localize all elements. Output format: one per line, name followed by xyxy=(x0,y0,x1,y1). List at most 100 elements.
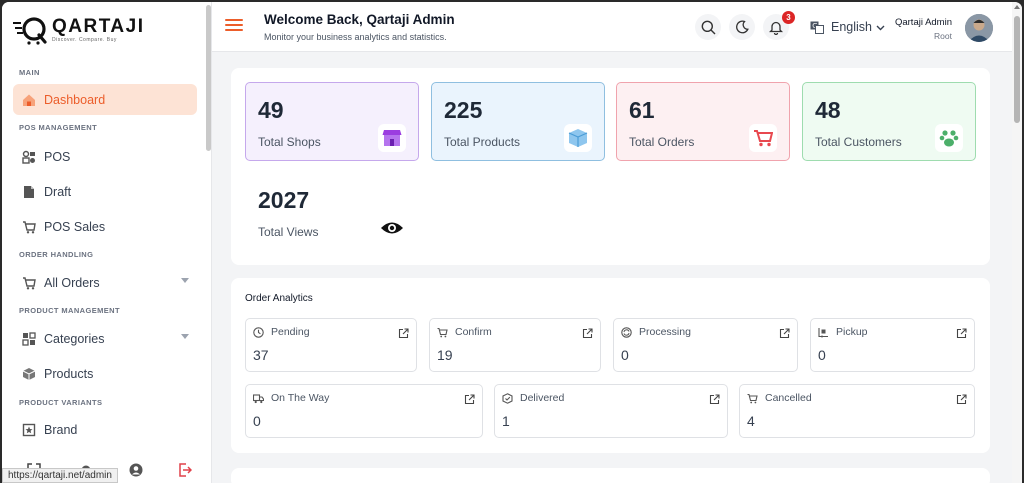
sidebar-scrollbar[interactable] xyxy=(206,5,211,151)
sidebar-item-label: Draft xyxy=(44,184,72,199)
sidebar-item-all-orders[interactable]: All Orders xyxy=(13,267,197,298)
shop-icon xyxy=(378,124,406,152)
status-value: 37 xyxy=(253,347,269,363)
sidebar: QARTAJI Discover. Compare. Buy MAIN Dash… xyxy=(2,2,212,483)
brand-name: QARTAJI xyxy=(52,16,145,37)
external-link-icon[interactable] xyxy=(779,326,790,339)
sidebar-item-draft[interactable]: Draft xyxy=(13,176,197,207)
pickup-icon xyxy=(818,327,829,338)
scroll-up-icon[interactable] xyxy=(1014,5,1020,9)
user-circle-icon[interactable] xyxy=(129,463,143,477)
sidebar-item-categories[interactable]: Categories xyxy=(13,323,197,354)
logo-cart-icon xyxy=(12,14,50,46)
external-link-icon[interactable] xyxy=(956,392,967,405)
brand-logo[interactable]: QARTAJI Discover. Compare. Buy xyxy=(12,12,144,48)
page-subtitle: Monitor your business analytics and stat… xyxy=(264,32,447,42)
page-scrollbar-thumb[interactable] xyxy=(1014,16,1020,123)
sidebar-item-products[interactable]: Products xyxy=(13,358,197,389)
stat-value: 2027 xyxy=(258,187,310,213)
external-link-icon[interactable] xyxy=(582,326,593,339)
external-link-icon[interactable] xyxy=(956,326,967,339)
status-label: Confirm xyxy=(455,326,492,338)
menu-toggle-icon[interactable] xyxy=(225,19,243,33)
cart-cancel-icon xyxy=(747,393,758,404)
stat-label: Total Products xyxy=(444,135,521,149)
stat-label: Total Customers xyxy=(815,135,902,149)
section-label-variants: PRODUCT VARIANTS xyxy=(19,398,103,407)
external-link-icon[interactable] xyxy=(398,326,409,339)
search-button[interactable] xyxy=(695,14,721,40)
eye-icon xyxy=(378,214,406,242)
stat-value: 225 xyxy=(444,97,483,123)
status-label: Delivered xyxy=(520,392,565,404)
sidebar-item-brand[interactable]: Brand xyxy=(13,414,197,445)
stat-card-shops[interactable]: 49 Total Shops xyxy=(245,82,419,161)
chevron-down-icon xyxy=(181,278,189,283)
status-value: 0 xyxy=(621,347,629,363)
status-card-on-the-way[interactable]: On The Way 0 xyxy=(245,384,483,438)
status-value: 0 xyxy=(818,347,826,363)
cart-icon xyxy=(437,327,448,338)
language-label: English xyxy=(831,20,872,34)
stat-card-products[interactable]: 225 Total Products xyxy=(431,82,605,161)
status-label: On The Way xyxy=(271,392,330,404)
translate-icon: G xyxy=(810,21,824,34)
refresh-icon xyxy=(621,326,632,338)
sidebar-item-dashboard[interactable]: Dashboard xyxy=(13,84,197,115)
paw-icon xyxy=(935,124,963,152)
sidebar-item-label: All Orders xyxy=(44,275,100,290)
moon-icon xyxy=(736,20,749,34)
sidebar-item-label: Products xyxy=(44,366,94,381)
status-card-pickup[interactable]: Pickup 0 xyxy=(810,318,975,372)
avatar[interactable] xyxy=(965,14,993,42)
expand-icon[interactable] xyxy=(27,463,41,477)
status-value: 19 xyxy=(437,347,453,363)
logout-icon[interactable] xyxy=(178,463,193,477)
clock-icon xyxy=(253,326,264,338)
chevron-down-icon xyxy=(876,20,885,34)
section-label-pos: POS MANAGEMENT xyxy=(19,123,98,132)
sidebar-item-label: Dashboard xyxy=(44,92,106,107)
status-card-pending[interactable]: Pending 37 xyxy=(245,318,417,372)
status-label: Processing xyxy=(639,326,691,338)
stat-value: 48 xyxy=(815,97,841,123)
stat-card-customers[interactable]: 48 Total Customers xyxy=(802,82,976,161)
stat-label: Total Orders xyxy=(629,135,695,149)
stat-label: Total Shops xyxy=(258,135,321,149)
status-card-cancelled[interactable]: Cancelled 4 xyxy=(739,384,975,438)
status-card-processing[interactable]: Processing 0 xyxy=(613,318,798,372)
status-card-delivered[interactable]: Delivered 1 xyxy=(494,384,728,438)
sidebar-item-label: POS Sales xyxy=(44,219,106,234)
theme-toggle-button[interactable] xyxy=(729,14,755,40)
grid-icon xyxy=(22,331,36,346)
delivered-icon xyxy=(502,392,513,404)
external-link-icon[interactable] xyxy=(709,392,720,405)
status-label: Cancelled xyxy=(765,392,812,404)
stat-card-orders[interactable]: 61 Total Orders xyxy=(616,82,790,161)
cart-icon xyxy=(22,220,36,234)
next-panel xyxy=(231,468,990,483)
sidebar-item-pos-sales[interactable]: POS Sales xyxy=(13,211,197,242)
status-label: Pickup xyxy=(836,326,868,338)
stat-label: Total Views xyxy=(258,225,319,239)
page-scrollbar-track[interactable] xyxy=(1012,2,1022,483)
status-value: 4 xyxy=(747,413,755,429)
sidebar-item-label: POS xyxy=(44,149,71,164)
notification-count-badge: 3 xyxy=(782,11,795,24)
truck-icon xyxy=(252,393,265,404)
box-icon xyxy=(22,367,36,381)
search-icon xyxy=(701,20,715,34)
user-name: Qartaji Admin xyxy=(894,17,952,28)
external-link-icon[interactable] xyxy=(464,392,475,405)
user-role: Root xyxy=(934,31,952,41)
stat-card-views[interactable]: 2027 Total Views xyxy=(245,172,419,251)
status-card-confirm[interactable]: Confirm 19 xyxy=(429,318,601,372)
pos-icon xyxy=(22,150,36,164)
section-label-order: ORDER HANDLING xyxy=(19,250,94,259)
sidebar-item-pos[interactable]: POS xyxy=(13,141,197,172)
stat-value: 61 xyxy=(629,97,655,123)
status-label: Pending xyxy=(271,326,310,338)
language-selector[interactable]: G English xyxy=(810,20,885,34)
status-value: 1 xyxy=(502,413,510,429)
